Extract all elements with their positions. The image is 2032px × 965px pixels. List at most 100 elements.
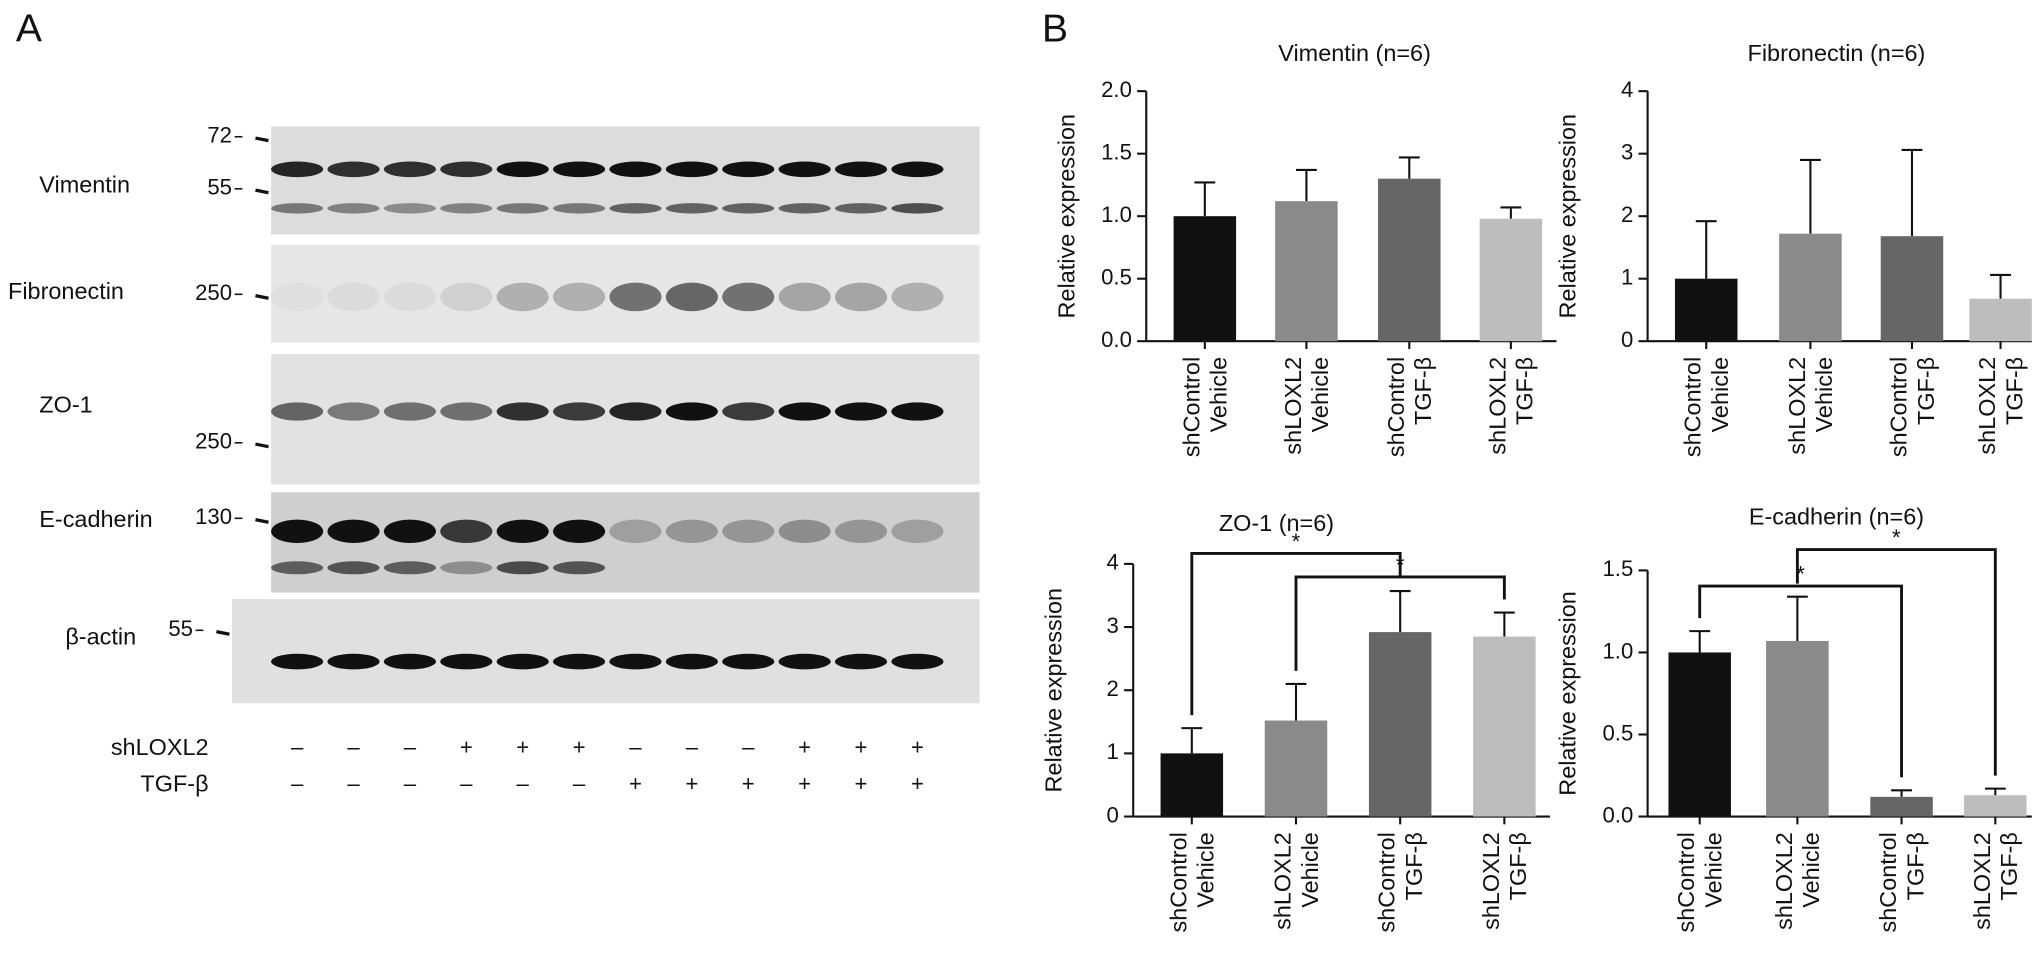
blot-band [383, 653, 436, 670]
y-axis-label: Relative expression [1040, 588, 1066, 793]
blot-band [609, 203, 662, 214]
significance-label: * [1396, 552, 1405, 577]
condition-sign: – [742, 735, 755, 760]
condition-sign: – [686, 735, 699, 760]
blot-band [665, 282, 718, 312]
bar [1766, 640, 1829, 817]
blot-row-label: Fibronectin [8, 278, 124, 304]
condition-sign: – [629, 735, 642, 760]
blot-band [778, 519, 831, 544]
significance-bracket [1795, 548, 1997, 776]
x-tick-label: shLOXL2 [1484, 357, 1510, 455]
blot-band [722, 653, 775, 670]
condition-sign: + [855, 735, 868, 760]
blot-band [834, 519, 888, 544]
x-tick-label: shControl [1680, 357, 1706, 457]
bar [1173, 216, 1237, 342]
x-tick-label: Vehicle [1811, 357, 1837, 433]
significance-label: * [1796, 561, 1805, 586]
x-tick-label: shControl [1165, 832, 1191, 932]
blot-band [271, 283, 323, 312]
condition-label: TGF-β [140, 770, 208, 796]
blot-band [609, 282, 662, 312]
bar [1779, 233, 1842, 342]
blot-band [891, 519, 944, 544]
condition-sign: – [347, 771, 360, 796]
bar [1870, 796, 1933, 817]
blot-band [383, 203, 436, 214]
x-tick-label: shLOXL2 [1969, 832, 1995, 930]
significance-bracket [1190, 552, 1402, 716]
condition-sign: – [573, 771, 586, 796]
y-tick-label: 1.5 [1101, 140, 1132, 165]
blot-band [722, 203, 775, 214]
blot-band [834, 282, 888, 312]
y-tick-label: 4 [1107, 550, 1119, 575]
bar [1160, 753, 1224, 817]
condition-sign: – [291, 735, 304, 760]
marker-label: 55 [168, 616, 193, 641]
x-tick-label: shLOXL2 [1784, 357, 1810, 455]
ladder-band [255, 188, 269, 195]
blot-band [722, 402, 775, 421]
blot-band [496, 402, 549, 421]
condition-sign: + [911, 735, 924, 760]
significance-bracket [1698, 584, 1903, 778]
blot-band [553, 653, 606, 670]
x-tick-label: Vehicle [1206, 357, 1232, 433]
condition-sign: + [742, 771, 755, 796]
y-tick-label: 0 [1621, 327, 1633, 352]
blot-band [440, 519, 493, 544]
blot-band [722, 161, 775, 178]
blot-row-label: Vimentin [39, 171, 130, 197]
blot-band [440, 282, 493, 312]
x-tick-label: Vehicle [1307, 357, 1333, 433]
condition-sign: + [629, 771, 642, 796]
marker-label: 72 [207, 123, 232, 148]
marker-label: 55 [207, 175, 232, 200]
y-tick-label: 3 [1621, 140, 1633, 165]
blot-band [496, 203, 549, 214]
x-tick-label: Vehicle [1701, 832, 1727, 908]
bar [1674, 278, 1738, 342]
blot-band [834, 161, 888, 178]
blot-band [271, 402, 324, 421]
x-tick-label: Vehicle [1798, 832, 1824, 908]
blot-band [496, 161, 549, 178]
y-tick-label: 1.0 [1603, 638, 1634, 663]
condition-sign: – [291, 771, 304, 796]
x-tick-label: TGF-β [1410, 357, 1436, 425]
blot-band [383, 161, 436, 178]
blot-band [496, 519, 549, 544]
blot-strip [271, 492, 980, 593]
blot-row-label: β-actin [65, 623, 136, 649]
y-tick-label: 1.0 [1101, 202, 1132, 227]
blot-row-label: ZO-1 [39, 392, 92, 418]
x-tick-label: shControl [1383, 357, 1409, 457]
blot-band [440, 161, 493, 178]
blot-band [440, 203, 493, 214]
panel-label: A [16, 8, 42, 51]
x-tick-label: shLOXL2 [1269, 832, 1295, 930]
significance-label: * [1892, 525, 1901, 550]
blot-band [271, 653, 324, 670]
x-tick-label: Vehicle [1193, 832, 1219, 908]
blot-band [609, 402, 662, 421]
x-tick-label: TGF-β [1505, 832, 1531, 900]
blot-band [665, 161, 718, 178]
ladder-band [255, 136, 269, 143]
x-tick-label: Vehicle [1707, 357, 1733, 433]
condition-sign: – [347, 735, 360, 760]
condition-label: shLOXL2 [111, 734, 209, 760]
blot-band [327, 203, 380, 214]
blot-band [271, 203, 324, 214]
bar [1264, 720, 1328, 817]
blot-strip [271, 126, 980, 235]
condition-sign: + [798, 735, 811, 760]
condition-sign: + [573, 735, 586, 760]
blot-band [327, 282, 380, 312]
condition-sign: – [517, 771, 530, 796]
y-tick-label: 0.5 [1603, 720, 1634, 745]
condition-sign: – [460, 771, 473, 796]
